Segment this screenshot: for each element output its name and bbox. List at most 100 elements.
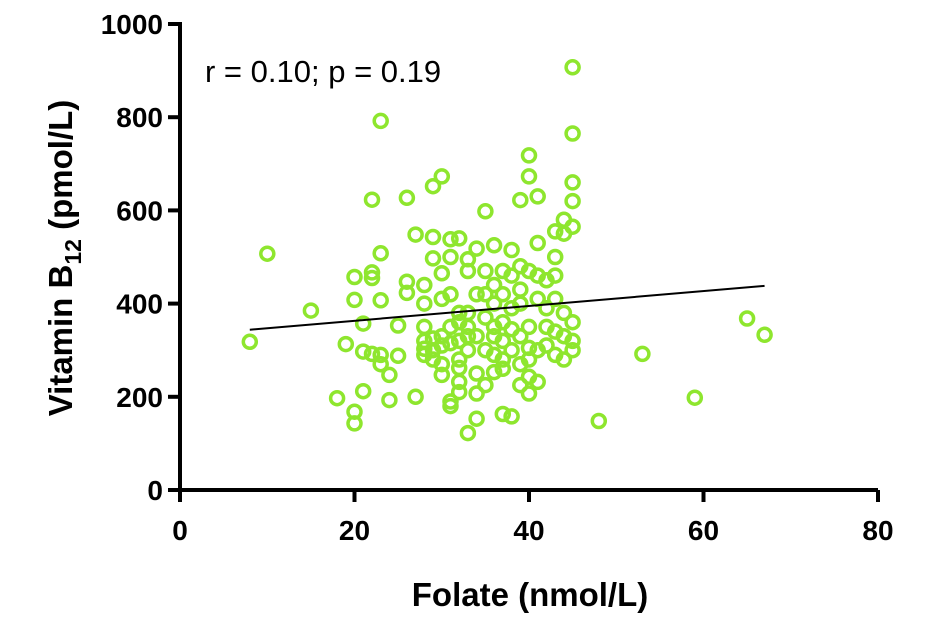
regression-line	[249, 284, 765, 331]
data-point	[372, 245, 389, 262]
data-point	[398, 284, 416, 302]
data-point	[398, 273, 416, 290]
data-point	[450, 351, 468, 368]
data-point	[738, 310, 756, 327]
data-point	[468, 286, 485, 303]
data-point	[494, 405, 512, 423]
data-point	[372, 112, 389, 130]
data-point	[555, 304, 573, 322]
data-point	[424, 177, 442, 195]
data-point	[372, 355, 389, 373]
data-point	[538, 337, 555, 354]
data-point	[494, 286, 512, 303]
data-point	[564, 192, 581, 210]
data-point	[442, 334, 459, 352]
data-point	[468, 365, 485, 382]
y-axis-title-subscript: 12	[60, 239, 86, 265]
y-axis-title-prefix: Vitamin B	[42, 265, 79, 417]
data-point	[416, 276, 433, 294]
data-point	[520, 147, 538, 164]
data-point	[337, 335, 355, 353]
data-point	[546, 248, 564, 266]
data-point	[407, 226, 424, 243]
data-point	[372, 292, 389, 309]
data-point	[381, 366, 398, 384]
data-point	[468, 240, 485, 257]
y-tick-label: 800	[116, 102, 163, 133]
y-axis-title: Vitamin B12 (pmol/L)	[42, 100, 86, 417]
x-tick-label: 40	[513, 515, 544, 546]
data-point	[450, 373, 468, 391]
data-point	[512, 327, 529, 345]
data-point	[450, 383, 468, 401]
data-point	[512, 376, 529, 394]
data-point	[363, 345, 381, 363]
data-point	[503, 341, 520, 359]
data-point	[354, 315, 372, 332]
data-point	[459, 424, 477, 442]
data-point	[459, 318, 477, 336]
data-point	[564, 341, 581, 359]
x-tick-label: 80	[862, 515, 893, 546]
data-point	[442, 397, 459, 415]
data-point	[477, 286, 494, 303]
x-axis-title: Folate (nmol/L)	[412, 576, 648, 613]
y-tick-label: 200	[116, 382, 163, 413]
data-point	[372, 346, 389, 364]
data-point	[346, 268, 363, 286]
data-point	[555, 351, 573, 368]
data-point	[512, 281, 529, 298]
data-point	[538, 300, 555, 317]
data-point	[433, 355, 451, 373]
x-tick-label: 20	[339, 515, 370, 546]
data-point	[433, 337, 451, 354]
data-point	[546, 290, 564, 308]
y-tick-label: 0	[147, 475, 163, 506]
data-point	[529, 234, 546, 252]
data-point	[494, 351, 512, 368]
correlation-annotation: r = 0.10; p = 0.19	[205, 54, 441, 89]
data-point	[468, 410, 485, 427]
y-tick-label: 1000	[101, 9, 163, 40]
data-point	[381, 391, 398, 409]
data-point	[564, 125, 581, 142]
data-point	[442, 286, 459, 303]
data-point	[485, 295, 503, 312]
data-point	[433, 168, 451, 185]
data-point	[503, 241, 520, 259]
data-point	[424, 250, 442, 267]
data-point	[529, 188, 546, 205]
data-point	[459, 262, 477, 280]
data-point	[346, 291, 363, 309]
data-point	[389, 317, 407, 334]
data-point	[564, 59, 581, 76]
data-point	[564, 313, 581, 331]
data-point	[442, 248, 459, 266]
data-point	[477, 203, 494, 220]
data-point	[529, 373, 546, 391]
y-tick-label: 400	[116, 289, 163, 320]
y-axis-title-suffix: (pmol/L)	[42, 100, 79, 239]
data-point	[416, 295, 433, 312]
data-point	[398, 189, 416, 207]
data-point	[389, 347, 407, 365]
data-point	[590, 412, 608, 430]
data-point	[503, 408, 520, 425]
data-point	[756, 326, 773, 344]
data-point	[354, 382, 372, 400]
data-point	[512, 191, 529, 209]
data-point	[259, 245, 276, 262]
data-point	[328, 389, 346, 407]
data-points	[241, 59, 773, 442]
data-point	[477, 309, 494, 326]
data-point	[477, 376, 494, 394]
data-point	[546, 223, 564, 240]
data-point	[346, 403, 363, 420]
data-point	[520, 318, 538, 336]
x-tick-label: 60	[688, 515, 719, 546]
data-point	[450, 359, 468, 377]
data-point	[433, 366, 451, 384]
data-point	[564, 174, 581, 191]
